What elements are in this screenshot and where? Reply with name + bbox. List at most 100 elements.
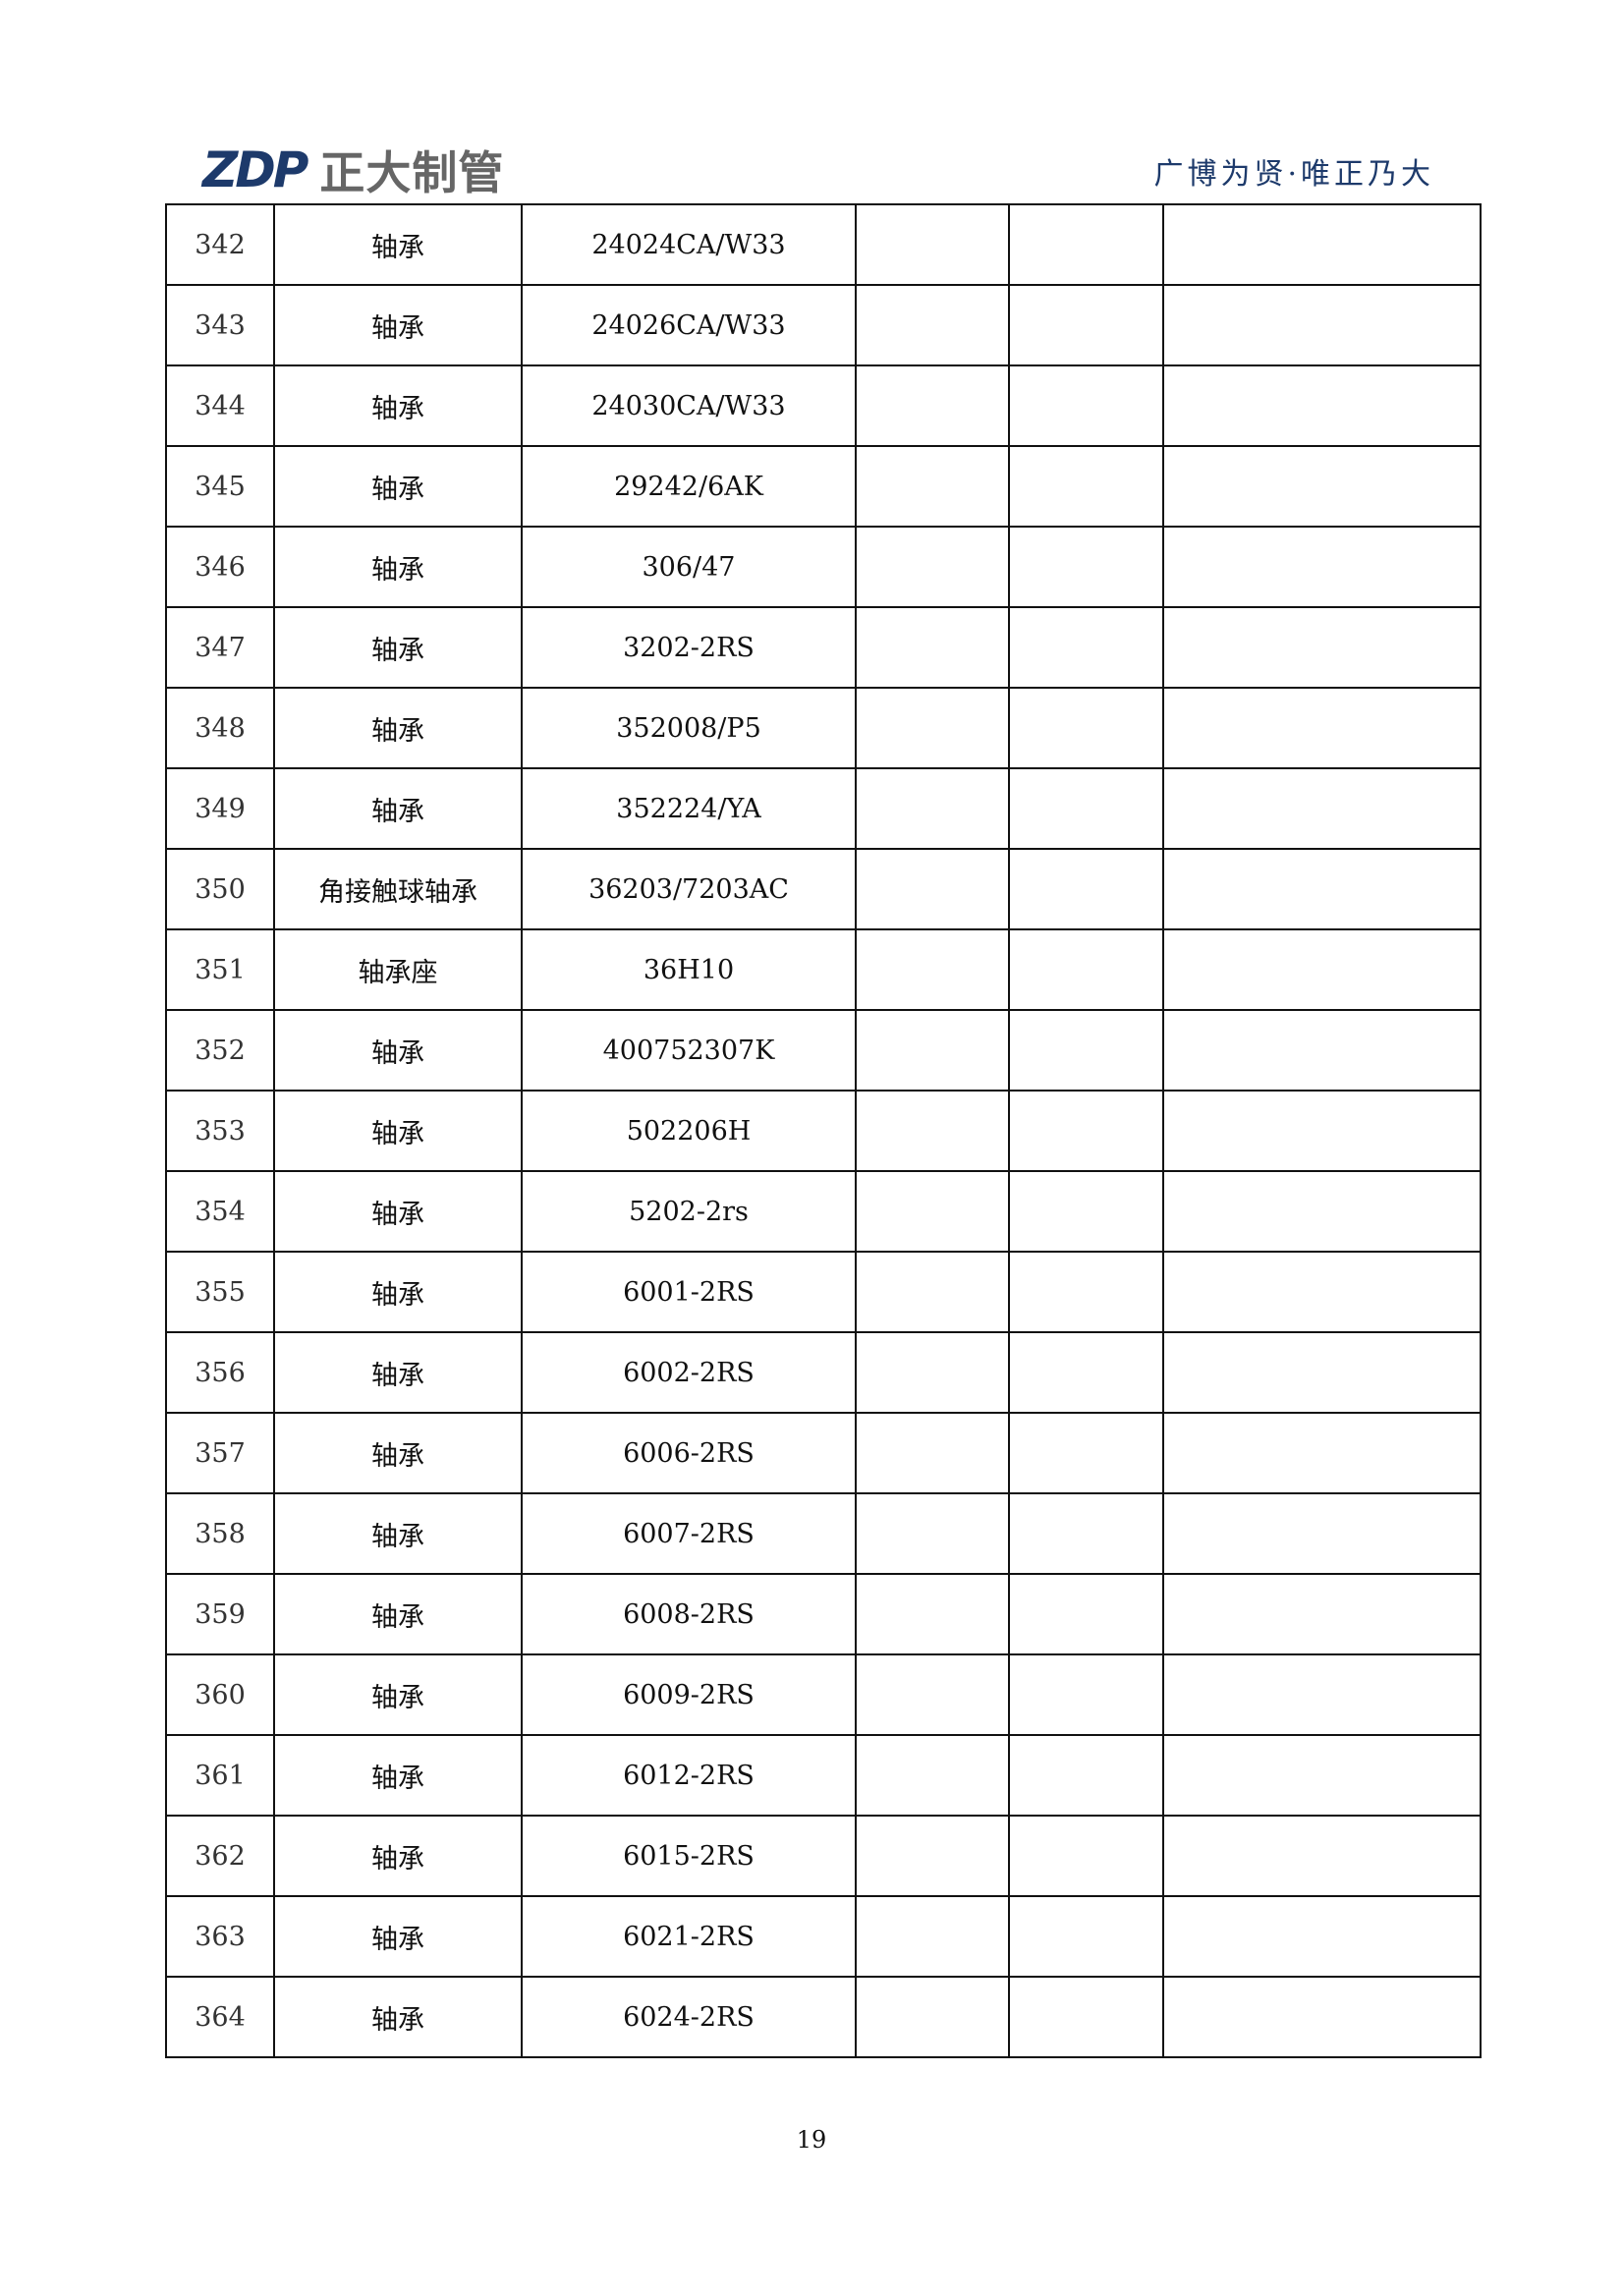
empty-cell xyxy=(1162,1895,1482,1978)
row-number: 342 xyxy=(165,203,275,286)
model-number: 24024CA/W33 xyxy=(521,203,857,286)
row-number: 359 xyxy=(165,1573,275,1655)
row-number: 349 xyxy=(165,767,275,850)
empty-cell xyxy=(1008,1492,1164,1575)
empty-cell xyxy=(1162,606,1482,689)
model-number: 6002-2RS xyxy=(521,1331,857,1414)
empty-cell xyxy=(855,1895,1010,1978)
model-number: 6009-2RS xyxy=(521,1653,857,1736)
empty-cell xyxy=(1162,445,1482,528)
model-number: 36H10 xyxy=(521,928,857,1011)
empty-cell xyxy=(855,767,1010,850)
empty-cell xyxy=(1008,1090,1164,1172)
empty-cell xyxy=(855,1976,1010,2058)
empty-cell xyxy=(1162,1331,1482,1414)
item-name: 轴承 xyxy=(273,1009,523,1092)
empty-cell xyxy=(1008,1573,1164,1655)
item-name: 轴承 xyxy=(273,767,523,850)
company-logo: ZDP 正大制管 xyxy=(202,138,504,202)
model-number: 400752307K xyxy=(521,1009,857,1092)
empty-cell xyxy=(1008,1170,1164,1253)
empty-cell xyxy=(1162,1573,1482,1655)
row-number: 363 xyxy=(165,1895,275,1978)
empty-cell xyxy=(855,203,1010,286)
empty-cell xyxy=(855,848,1010,930)
empty-cell xyxy=(855,1170,1010,1253)
model-number: 6008-2RS xyxy=(521,1573,857,1655)
empty-cell xyxy=(1162,526,1482,608)
empty-cell xyxy=(1162,687,1482,769)
item-name: 轴承 xyxy=(273,606,523,689)
item-name: 轴承 xyxy=(273,1492,523,1575)
table-row: 357 轴承 6006-2RS xyxy=(165,1412,1482,1494)
empty-cell xyxy=(1008,1331,1164,1414)
empty-cell xyxy=(855,526,1010,608)
empty-cell xyxy=(855,928,1010,1011)
table-row: 346 轴承 306/47 xyxy=(165,526,1482,608)
motto: 广博为贤·唯正乃大 xyxy=(1153,157,1434,192)
empty-cell xyxy=(855,1251,1010,1333)
table-row: 354 轴承 5202-2rs xyxy=(165,1170,1482,1253)
item-name: 轴承 xyxy=(273,1412,523,1494)
empty-cell xyxy=(1008,1895,1164,1978)
empty-cell xyxy=(1162,1170,1482,1253)
empty-cell xyxy=(1162,1653,1482,1736)
empty-cell xyxy=(855,1331,1010,1414)
empty-cell xyxy=(855,364,1010,447)
empty-cell xyxy=(1008,526,1164,608)
empty-cell xyxy=(1162,767,1482,850)
row-number: 350 xyxy=(165,848,275,930)
table-row: 345 轴承 29242/6AK xyxy=(165,445,1482,528)
model-number: 24026CA/W33 xyxy=(521,284,857,366)
item-name: 轴承 xyxy=(273,364,523,447)
model-number: 6024-2RS xyxy=(521,1976,857,2058)
item-name: 轴承 xyxy=(273,1895,523,1978)
model-number: 6015-2RS xyxy=(521,1815,857,1897)
item-name: 轴承座 xyxy=(273,928,523,1011)
empty-cell xyxy=(855,1090,1010,1172)
item-name: 轴承 xyxy=(273,1331,523,1414)
empty-cell xyxy=(855,687,1010,769)
item-name: 轴承 xyxy=(273,687,523,769)
empty-cell xyxy=(1008,1251,1164,1333)
table-row: 355 轴承 6001-2RS xyxy=(165,1251,1482,1333)
item-name: 轴承 xyxy=(273,1976,523,2058)
empty-cell xyxy=(1008,1734,1164,1817)
model-number: 29242/6AK xyxy=(521,445,857,528)
empty-cell xyxy=(855,284,1010,366)
row-number: 352 xyxy=(165,1009,275,1092)
empty-cell xyxy=(1008,445,1164,528)
empty-cell xyxy=(855,1412,1010,1494)
table-row: 348 轴承 352008/P5 xyxy=(165,687,1482,769)
table-row: 358 轴承 6007-2RS xyxy=(165,1492,1482,1575)
model-number: 3202-2RS xyxy=(521,606,857,689)
empty-cell xyxy=(1008,1412,1164,1494)
row-number: 360 xyxy=(165,1653,275,1736)
model-number: 352008/P5 xyxy=(521,687,857,769)
empty-cell xyxy=(1008,1009,1164,1092)
item-name: 轴承 xyxy=(273,445,523,528)
item-name: 轴承 xyxy=(273,526,523,608)
empty-cell xyxy=(1008,364,1164,447)
empty-cell xyxy=(1162,284,1482,366)
empty-cell xyxy=(1008,203,1164,286)
parts-table: 342 轴承 24024CA/W33 343 轴承 24026CA/W33 344 轴承 240… xyxy=(165,203,1482,2058)
item-name: 轴承 xyxy=(273,1170,523,1253)
empty-cell xyxy=(855,1009,1010,1092)
model-number: 502206H xyxy=(521,1090,857,1172)
model-number: 6006-2RS xyxy=(521,1412,857,1494)
empty-cell xyxy=(855,445,1010,528)
table-row: 352 轴承 400752307K xyxy=(165,1009,1482,1092)
empty-cell xyxy=(1008,284,1164,366)
page-number: 19 xyxy=(796,2126,827,2154)
item-name: 轴承 xyxy=(273,1573,523,1655)
model-number: 6021-2RS xyxy=(521,1895,857,1978)
empty-cell xyxy=(855,1492,1010,1575)
empty-cell xyxy=(1162,1009,1482,1092)
model-number: 5202-2rs xyxy=(521,1170,857,1253)
row-number: 358 xyxy=(165,1492,275,1575)
table-row: 360 轴承 6009-2RS xyxy=(165,1653,1482,1736)
empty-cell xyxy=(1162,364,1482,447)
table-row: 364 轴承 6024-2RS xyxy=(165,1976,1482,2058)
row-number: 351 xyxy=(165,928,275,1011)
